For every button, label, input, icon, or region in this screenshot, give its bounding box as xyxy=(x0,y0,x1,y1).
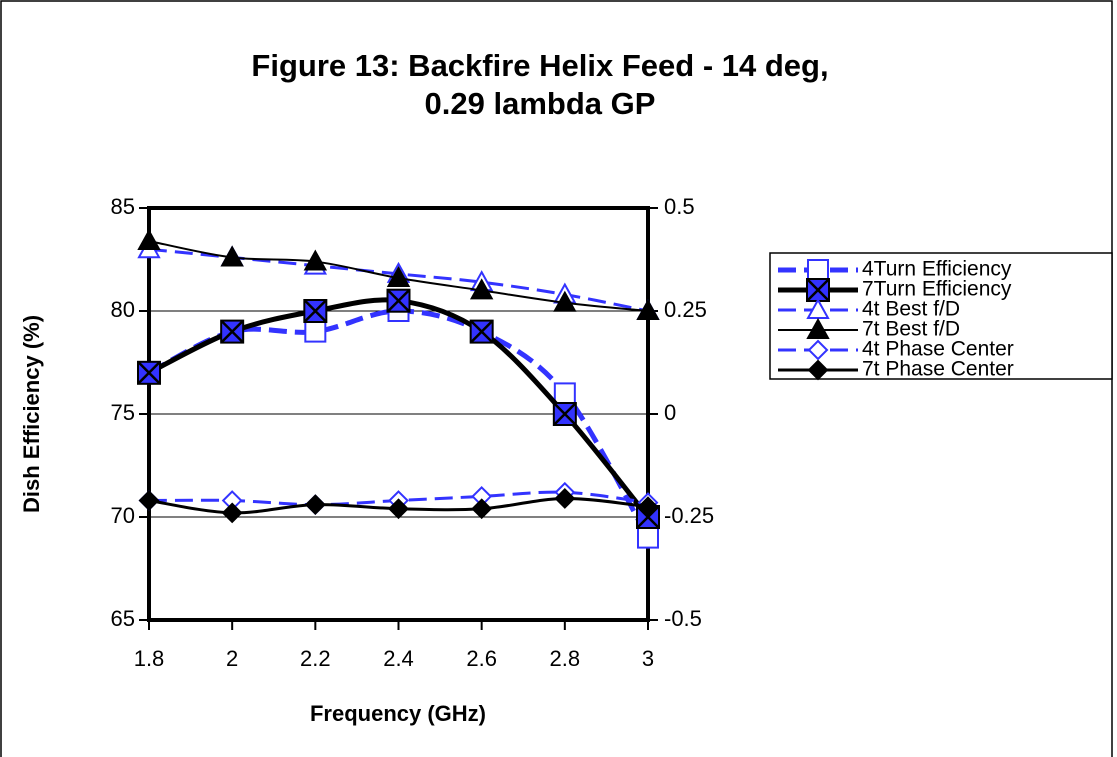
marker xyxy=(386,288,411,313)
y-tick-label: 85 xyxy=(111,194,135,219)
marker xyxy=(303,299,328,323)
y-tick-label: 75 xyxy=(111,400,135,425)
marker xyxy=(469,278,494,300)
chart-title: Figure 13: Backfire Helix Feed - 14 deg, xyxy=(251,48,828,83)
marker xyxy=(806,317,830,339)
x-tick-label: 2.8 xyxy=(550,646,581,671)
marker-cross xyxy=(137,360,161,385)
x-tick-label: 2.2 xyxy=(300,646,331,671)
marker xyxy=(807,359,829,381)
x-tick-label: 2.6 xyxy=(466,646,497,671)
y2-tick-label: 0.5 xyxy=(664,194,695,219)
legend-label: 7t Best f/D xyxy=(862,318,960,341)
legend-label: 4Turn Efficiency xyxy=(862,258,1012,281)
y2-tick-label: 0 xyxy=(664,400,676,425)
marker xyxy=(637,526,659,549)
marker-cross xyxy=(303,299,328,323)
marker xyxy=(388,498,409,520)
marker xyxy=(386,265,411,288)
x-tick-label: 2.4 xyxy=(383,646,414,671)
y-tick-label: 70 xyxy=(111,503,135,528)
marker xyxy=(471,498,493,520)
legend-label: 4t Best f/D xyxy=(862,298,960,321)
y-tick-label: 80 xyxy=(111,297,135,322)
marker xyxy=(137,360,161,385)
marker xyxy=(138,490,160,511)
y-tick-label: 65 xyxy=(111,606,135,631)
x-tick-label: 3 xyxy=(642,646,654,671)
marker xyxy=(220,245,244,267)
marker-cross xyxy=(386,288,411,313)
marker xyxy=(469,319,494,344)
marker-cross xyxy=(469,319,494,344)
marker xyxy=(137,228,161,250)
plot-frame xyxy=(147,206,650,622)
marker xyxy=(304,320,327,343)
marker xyxy=(553,290,577,312)
marker xyxy=(637,496,659,518)
marker xyxy=(552,402,577,426)
marker-cross xyxy=(552,402,577,426)
y2-tick-label: -0.5 xyxy=(664,606,702,631)
y2-tick-label: 0.25 xyxy=(664,297,707,322)
marker xyxy=(554,488,576,509)
marker xyxy=(221,502,243,524)
marker xyxy=(636,298,660,320)
y-axis-title: Dish Efficiency (%) xyxy=(19,315,44,513)
marker xyxy=(806,278,830,302)
legend-label: 7Turn Efficiency xyxy=(862,278,1012,301)
marker-cross xyxy=(220,319,245,344)
marker xyxy=(553,382,576,405)
legend-label: 7t Phase Center xyxy=(862,358,1014,381)
x-tick-label: 2 xyxy=(226,646,238,671)
marker-cross xyxy=(806,278,830,302)
legend-label: 4t Phase Center xyxy=(862,338,1014,361)
x-tick-label: 1.8 xyxy=(134,646,165,671)
marker xyxy=(303,249,328,271)
chart-title: 0.29 lambda GP xyxy=(425,86,656,121)
y2-tick-label: -0.25 xyxy=(664,503,714,528)
x-axis-title: Frequency (GHz) xyxy=(310,701,486,726)
marker xyxy=(807,339,829,361)
marker xyxy=(304,494,326,516)
marker xyxy=(807,259,829,281)
marker xyxy=(220,319,245,344)
